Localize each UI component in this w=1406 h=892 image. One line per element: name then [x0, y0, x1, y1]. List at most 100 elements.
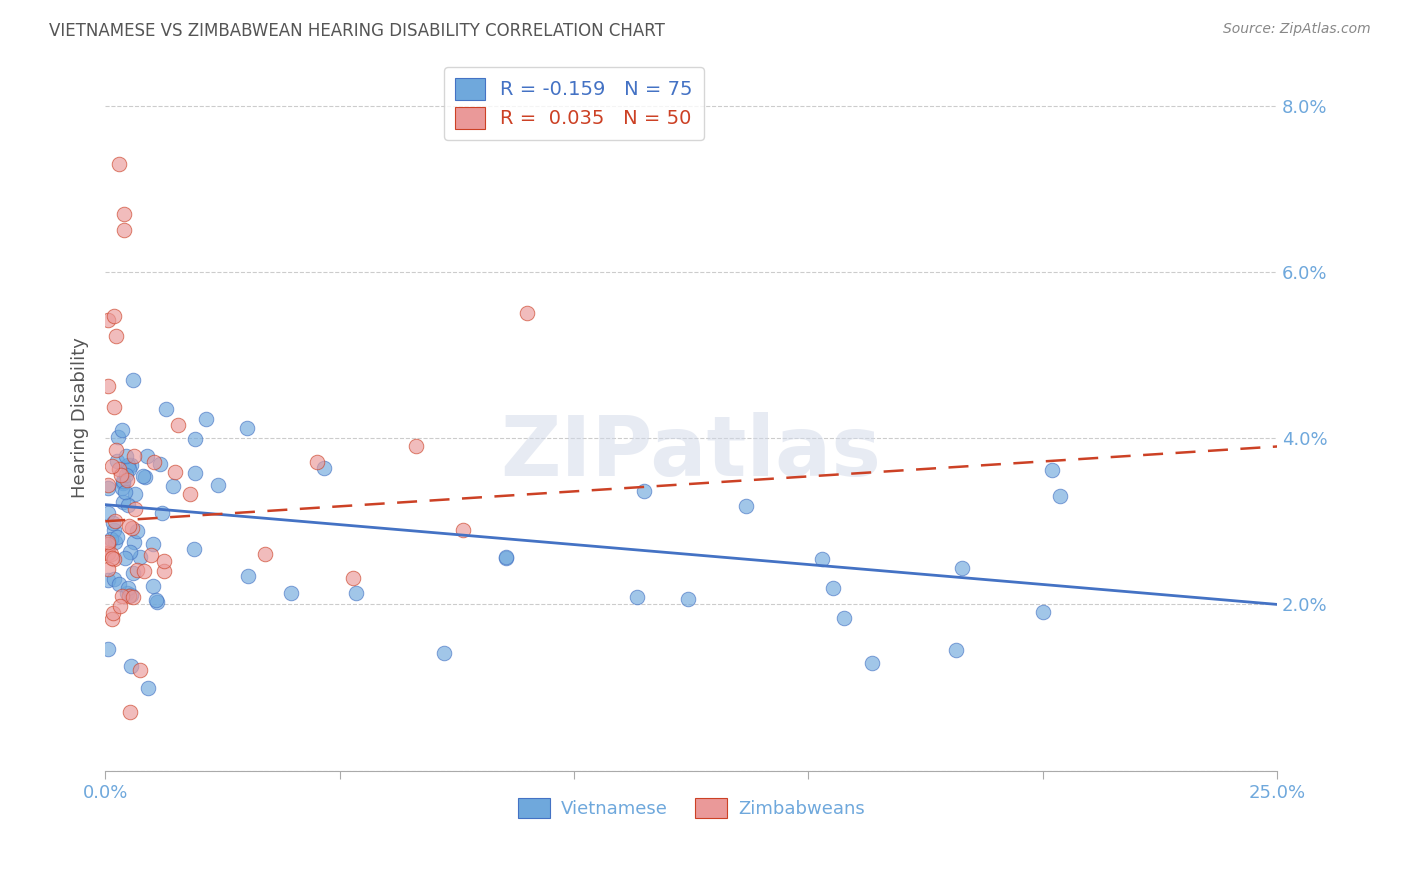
Point	[136, 681, 159, 695]
Point	[128, 550, 150, 565]
Point	[96, 506, 118, 520]
Point	[135, 449, 157, 463]
Point	[110, 481, 132, 495]
Point	[633, 484, 655, 499]
Point	[101, 607, 124, 621]
Point	[103, 309, 125, 323]
Point	[115, 473, 138, 487]
Point	[134, 469, 156, 483]
Point	[96, 478, 118, 492]
Point	[101, 516, 124, 530]
Point	[146, 595, 169, 609]
Point	[118, 544, 141, 558]
Point	[101, 551, 124, 566]
Legend: Vietnamese, Zimbabweans: Vietnamese, Zimbabweans	[510, 791, 872, 825]
Point	[104, 514, 127, 528]
Point	[97, 481, 120, 495]
Point	[823, 581, 845, 595]
Point	[129, 663, 152, 677]
Point	[834, 610, 856, 624]
Point	[305, 455, 328, 469]
Point	[162, 479, 184, 493]
Point	[122, 534, 145, 549]
Point	[127, 563, 149, 577]
Point	[96, 546, 118, 560]
Point	[312, 461, 335, 475]
Point	[142, 579, 165, 593]
Point	[117, 498, 139, 512]
Point	[346, 586, 368, 600]
Point	[120, 659, 142, 673]
Point	[152, 564, 174, 578]
Point	[108, 599, 131, 613]
Point	[96, 537, 118, 551]
Point	[236, 421, 259, 435]
Point	[145, 593, 167, 607]
Point	[101, 459, 124, 474]
Point	[120, 458, 142, 473]
Point	[105, 530, 128, 544]
Point	[114, 450, 136, 464]
Point	[342, 571, 364, 585]
Point	[678, 592, 700, 607]
Point	[950, 561, 973, 575]
Point	[97, 573, 120, 587]
Point	[280, 586, 302, 600]
Point	[1032, 605, 1054, 619]
Point	[134, 564, 156, 578]
Point	[103, 401, 125, 415]
Point	[96, 313, 118, 327]
Point	[115, 467, 138, 482]
Point	[184, 466, 207, 480]
Point	[149, 457, 172, 471]
Point	[112, 223, 135, 237]
Point	[118, 462, 141, 476]
Point	[626, 591, 648, 605]
Point	[108, 577, 131, 591]
Point	[811, 551, 834, 566]
Point	[104, 535, 127, 549]
Point	[117, 518, 139, 533]
Point	[405, 439, 427, 453]
Point	[96, 562, 118, 576]
Point	[121, 521, 143, 535]
Point	[142, 455, 165, 469]
Point	[111, 423, 134, 437]
Point	[207, 478, 229, 492]
Point	[108, 157, 131, 171]
Point	[516, 306, 538, 320]
Text: ZIPatlas: ZIPatlas	[501, 412, 882, 493]
Point	[122, 373, 145, 387]
Point	[124, 449, 146, 463]
Point	[111, 495, 134, 509]
Point	[238, 568, 260, 582]
Point	[153, 554, 176, 568]
Point	[495, 549, 517, 564]
Point	[179, 487, 201, 501]
Point	[101, 612, 124, 626]
Point	[163, 465, 186, 479]
Point	[451, 524, 474, 538]
Point	[167, 417, 190, 432]
Point	[122, 566, 145, 580]
Point	[104, 442, 127, 457]
Point	[110, 468, 132, 483]
Point	[96, 534, 118, 549]
Text: VIETNAMESE VS ZIMBABWEAN HEARING DISABILITY CORRELATION CHART: VIETNAMESE VS ZIMBABWEAN HEARING DISABIL…	[49, 22, 665, 40]
Point	[433, 646, 456, 660]
Point	[105, 329, 128, 343]
Point	[103, 552, 125, 566]
Point	[100, 547, 122, 561]
Point	[118, 589, 141, 603]
Point	[103, 524, 125, 538]
Point	[105, 454, 128, 468]
Point	[114, 551, 136, 566]
Point	[117, 581, 139, 595]
Point	[183, 541, 205, 556]
Point	[107, 429, 129, 443]
Point	[184, 433, 207, 447]
Point	[142, 537, 165, 551]
Point	[115, 586, 138, 600]
Point	[120, 588, 142, 602]
Point	[124, 487, 146, 501]
